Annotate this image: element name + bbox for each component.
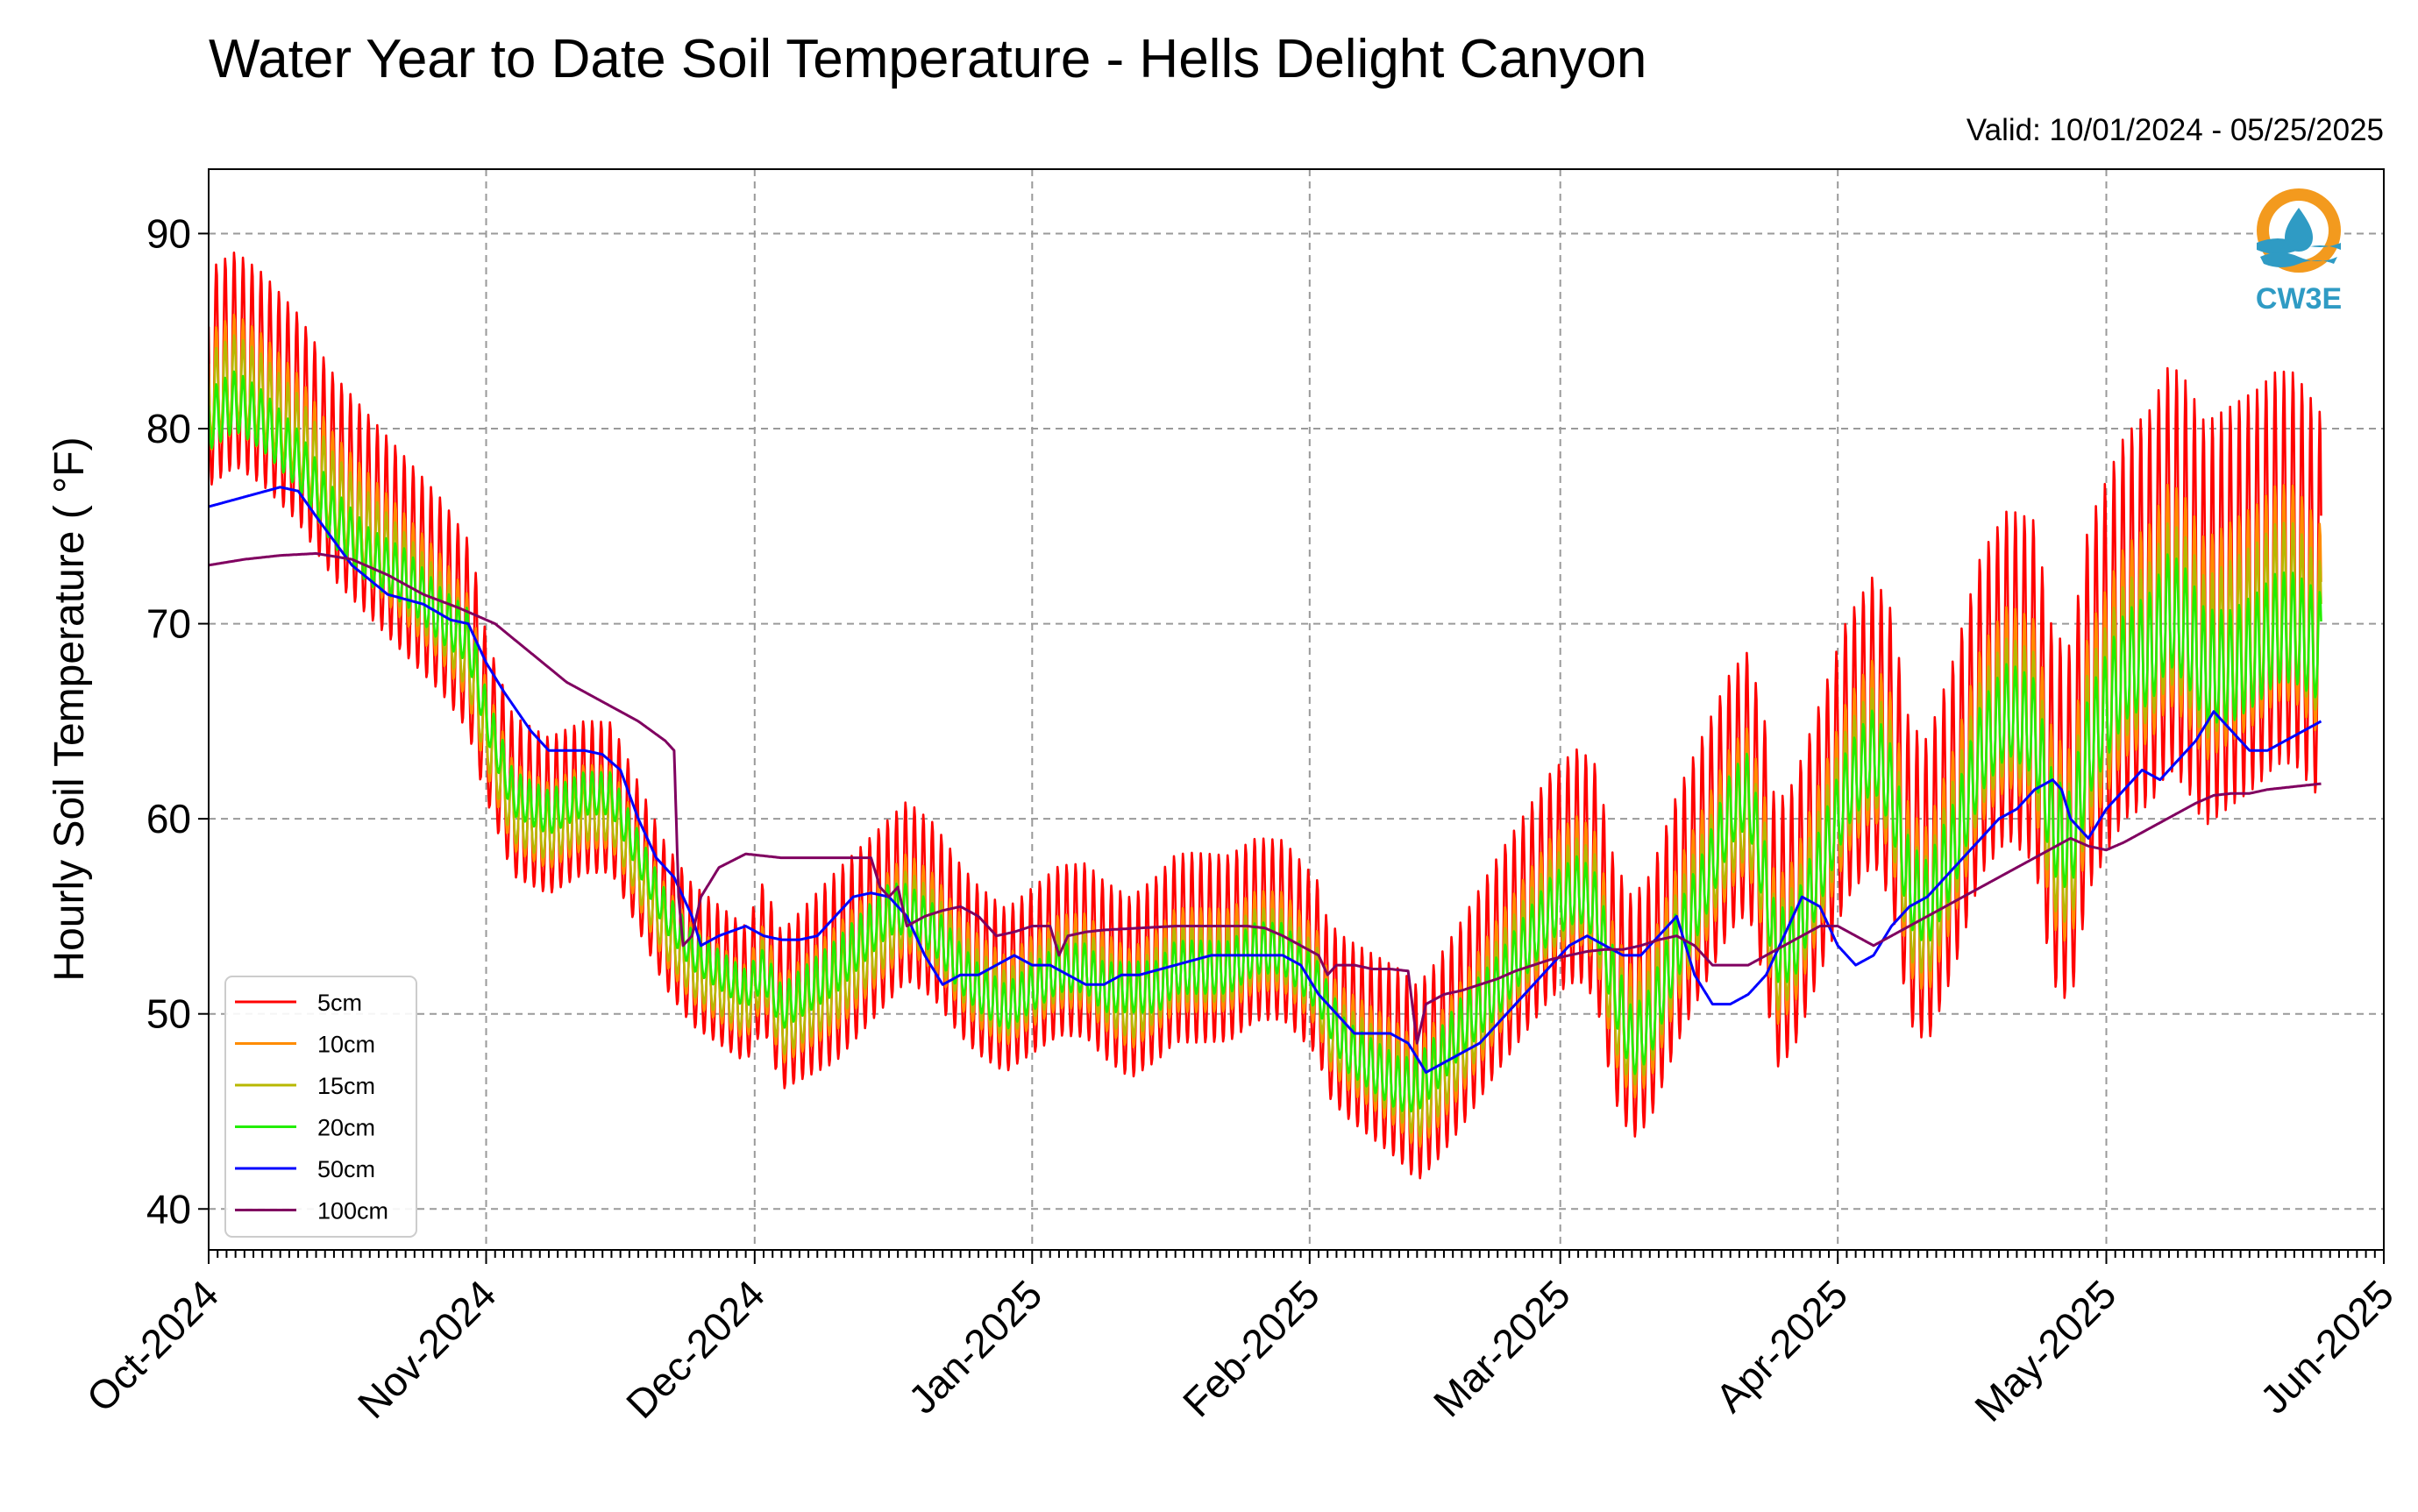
legend-label: 5cm [317, 990, 362, 1016]
y-tick-label: 50 [146, 991, 191, 1037]
logo-wave-2-icon [2260, 252, 2337, 267]
x-tick-label: Feb-2025 [1174, 1271, 1328, 1425]
y-axis-label: Hourly Soil Temperature ( °F) [46, 437, 93, 981]
legend-box [224, 976, 417, 1238]
series-line-50cm [209, 486, 2322, 1074]
series-lines [209, 251, 2322, 1180]
x-tick-label: Dec-2024 [617, 1271, 773, 1427]
x-tick-label: Apr-2025 [1707, 1271, 1857, 1421]
x-tick-label: Jan-2025 [900, 1271, 1050, 1422]
grid-lines [209, 169, 2384, 1250]
legend-label: 100cm [317, 1198, 388, 1225]
y-tick-label: 60 [146, 796, 191, 841]
y-tick-label: 70 [146, 601, 191, 647]
x-tick-label: Oct-2024 [78, 1271, 228, 1421]
cw3e-logo: CW3E [2256, 188, 2342, 316]
x-tick-label: May-2025 [1966, 1271, 2124, 1430]
logo-wave-icon [2257, 238, 2341, 254]
y-tick-label: 40 [146, 1186, 191, 1232]
legend-label: 10cm [317, 1032, 375, 1058]
x-tick-labels: Oct-2024 Nov-2024 Dec-2024 Jan-2025 Feb-2025… [78, 1271, 2403, 1430]
y-tick-label: 80 [146, 406, 191, 451]
series-line-100cm [209, 551, 2322, 1045]
legend-label: 15cm [317, 1073, 375, 1099]
x-tick-label: Mar-2025 [1425, 1271, 1579, 1425]
logo-text: CW3E [2256, 282, 2342, 316]
legend: 5cm 10cm 15cm 20cm 50cm 100cm [224, 976, 417, 1238]
y-tick-labels: 40 50 60 70 80 90 [146, 210, 191, 1232]
chart-subtitle: Valid: 10/01/2024 - 05/25/2025 [1966, 113, 2384, 147]
axis-ticks [198, 232, 2385, 1264]
x-tick-label: Jun-2025 [2251, 1271, 2402, 1422]
legend-label: 20cm [317, 1115, 375, 1141]
x-tick-label: Nov-2024 [349, 1271, 505, 1427]
plot-frame [208, 168, 2385, 1251]
chart-title: Water Year to Date Soil Temperature - He… [209, 29, 1646, 89]
y-tick-label: 90 [146, 210, 191, 256]
series-line-20cm [209, 370, 2322, 1113]
legend-label: 50cm [317, 1156, 375, 1182]
